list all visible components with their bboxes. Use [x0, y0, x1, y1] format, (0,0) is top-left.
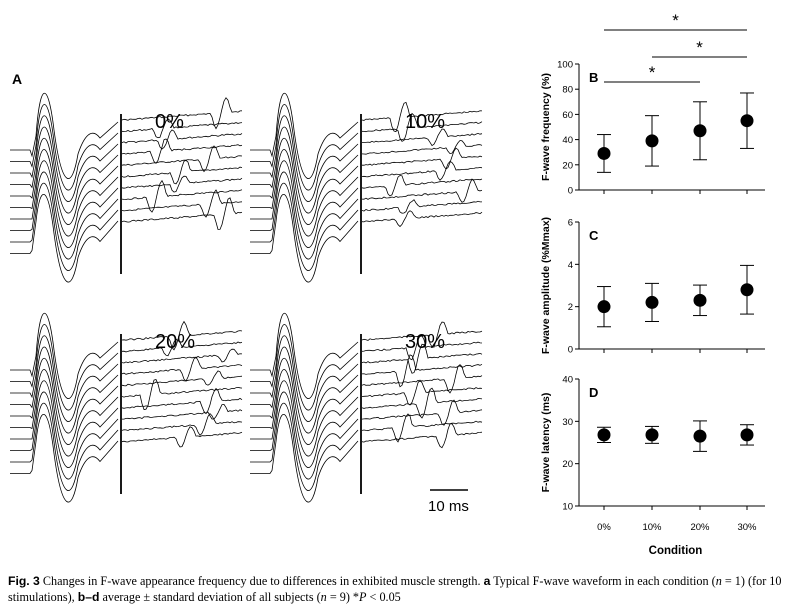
f-wave-trace [10, 335, 243, 422]
y-tick-label: 100 [557, 60, 573, 71]
f-wave-trace [250, 171, 483, 260]
f-wave-trace [250, 194, 483, 283]
condition-label: 20% [155, 331, 195, 353]
mean-point [740, 428, 754, 442]
f-wave-trace [10, 369, 243, 457]
f-wave-trace [250, 149, 483, 237]
f-wave-trace [10, 402, 243, 491]
panel-a-label: A [12, 71, 22, 87]
y-tick-label: 4 [568, 260, 573, 271]
f-wave-trace [250, 402, 483, 491]
significance-star: * [649, 63, 656, 82]
f-wave-trace [250, 391, 483, 480]
chart-panel-c: 0 2 4 6 C F-wave amplitude (%Mmax) [540, 217, 765, 356]
f-wave-trace [10, 126, 243, 214]
f-wave-trace [250, 324, 483, 411]
f-wave-trace [250, 92, 483, 179]
f-wave-trace [10, 104, 243, 191]
f-wave-trace [250, 138, 483, 225]
waveform-quadrant: 0% [10, 92, 243, 283]
y-tick-label: 20 [562, 459, 573, 470]
y-tick-label: 20 [562, 160, 573, 171]
f-wave-trace [10, 380, 243, 468]
x-tick-label: 0% [597, 522, 611, 533]
y-tick-label: 6 [568, 218, 573, 229]
panel-label: B [589, 70, 598, 85]
caption-fig-label: Fig. 3 [8, 574, 40, 588]
f-wave-trace [10, 346, 243, 434]
condition-label: 10% [405, 111, 445, 133]
y-tick-label: 10 [562, 502, 573, 513]
f-wave-trace [10, 358, 243, 445]
x-tick-label: 10% [642, 522, 662, 533]
x-tick-label: 30% [737, 522, 757, 533]
significance-star: * [696, 38, 703, 57]
f-wave-trace [10, 149, 243, 237]
mean-point [740, 114, 754, 128]
mean-point [597, 146, 611, 160]
y-axis-label: F-wave latency (ms) [540, 393, 552, 493]
f-wave-trace [250, 115, 483, 202]
mean-point [597, 300, 611, 314]
f-wave-trace [10, 115, 243, 202]
f-wave-trace [10, 92, 243, 179]
f-wave-trace [250, 380, 483, 468]
f-wave-trace [250, 369, 483, 457]
y-tick-label: 40 [562, 375, 573, 386]
f-wave-trace [10, 160, 243, 248]
panel-label: C [589, 228, 599, 243]
f-wave-trace [250, 104, 483, 191]
chart-panel-b: 0 20 40 60 80 100 B F-wave frequency (%) * * * [540, 11, 765, 197]
y-tick-label: 60 [562, 110, 573, 121]
y-tick-label: 80 [562, 85, 573, 96]
figure: A 0% 10%20% 30% 10 ms 020406080100BF-wave … [10, 11, 765, 557]
x-axis-label: Condition [649, 545, 703, 557]
y-tick-label: 0 [568, 186, 573, 197]
f-wave-trace [250, 126, 483, 214]
x-tick-label: 20% [690, 522, 710, 533]
condition-label: 0% [155, 111, 184, 133]
f-wave-trace [10, 194, 243, 283]
f-wave-trace [10, 171, 243, 260]
mean-point [740, 283, 754, 297]
f-wave-trace [250, 358, 483, 445]
f-wave-trace [10, 138, 243, 225]
mean-point [693, 124, 707, 138]
condition-label: 30% [405, 331, 445, 353]
error-bar-charts: 0 20 40 60 80 100 B F-wave frequency (%) * * * 0 2 4 6… [540, 11, 765, 557]
f-wave-trace [10, 391, 243, 480]
f-wave-trace [250, 182, 482, 271]
f-wave-trace [10, 182, 243, 271]
y-tick-label: 0 [568, 345, 573, 356]
f-wave-trace [250, 414, 483, 503]
mean-point [645, 134, 659, 148]
y-tick-label: 30 [562, 417, 573, 428]
mean-point [597, 428, 611, 442]
f-wave-trace [250, 335, 483, 422]
y-axis-label: F-wave frequency (%) [540, 73, 552, 181]
y-tick-label: 2 [568, 302, 573, 313]
mean-point [645, 428, 659, 442]
y-axis-label: F-wave amplitude (%Mmax) [540, 217, 552, 354]
mean-point [645, 295, 659, 309]
waveform-quadrant: 10% [250, 92, 483, 283]
f-wave-trace [10, 414, 243, 503]
scale-bar-label: 10 ms [428, 498, 469, 515]
significance-star: * [672, 11, 679, 30]
f-wave-trace [250, 160, 483, 248]
waveform-quadrant: 20% [10, 312, 243, 503]
f-wave-trace [10, 312, 243, 399]
waveform-quadrant: 30% [250, 312, 483, 503]
mean-point [693, 293, 707, 307]
chart-panel-d: 10 20 30 40 D F-wave latency (ms) 0% 10% 20% 30% C… [540, 375, 765, 557]
y-tick-label: 40 [562, 135, 573, 146]
mean-point [693, 429, 707, 443]
figure-caption: Fig. 3 Changes in F-wave appearance freq… [8, 574, 782, 604]
f-wave-trace [10, 324, 243, 411]
panel-a-waveforms: A 0% 10% 20% 30% 10 ms [10, 71, 483, 515]
panel-label: D [589, 385, 598, 400]
